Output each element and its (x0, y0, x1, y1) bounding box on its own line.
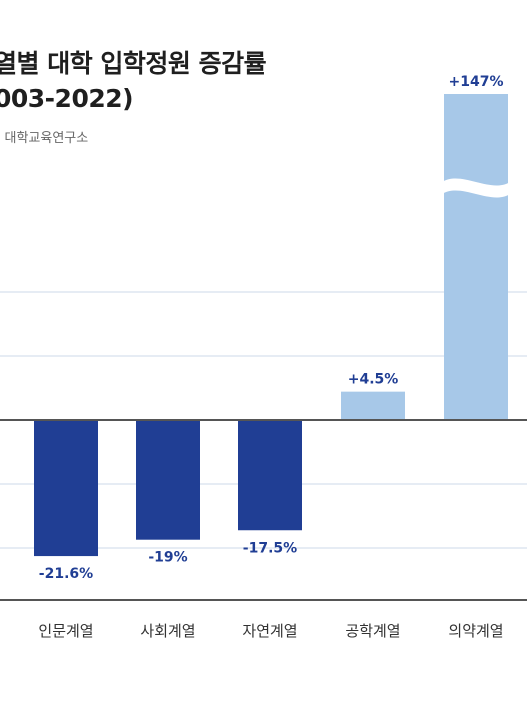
category-label-0: 인문계열 (38, 622, 93, 640)
data-label-3: +4.5% (348, 372, 399, 388)
axis-break-mark (442, 178, 510, 198)
bar-1 (136, 420, 200, 540)
data-label-2: -17.5% (243, 540, 297, 556)
bar-4 (444, 94, 508, 420)
category-label-4: 의약계열 (448, 622, 503, 640)
chart-title-line2: 003-2022) (0, 84, 134, 113)
category-label-3: 공학계열 (345, 622, 400, 640)
bar-0 (34, 420, 98, 557)
chart-source: : 대학교육연구소 (0, 131, 89, 146)
category-label-1: 사회계열 (140, 622, 195, 640)
bar-2 (238, 420, 302, 531)
category-label-2: 자연계열 (242, 622, 297, 640)
data-label-0: -21.6% (39, 566, 93, 582)
bar-3 (341, 391, 405, 420)
data-label-1: -19% (148, 550, 187, 566)
data-label-4: +147% (449, 74, 504, 90)
chart-title-line1: 열별 대학 입학정원 증감률 (0, 49, 267, 78)
